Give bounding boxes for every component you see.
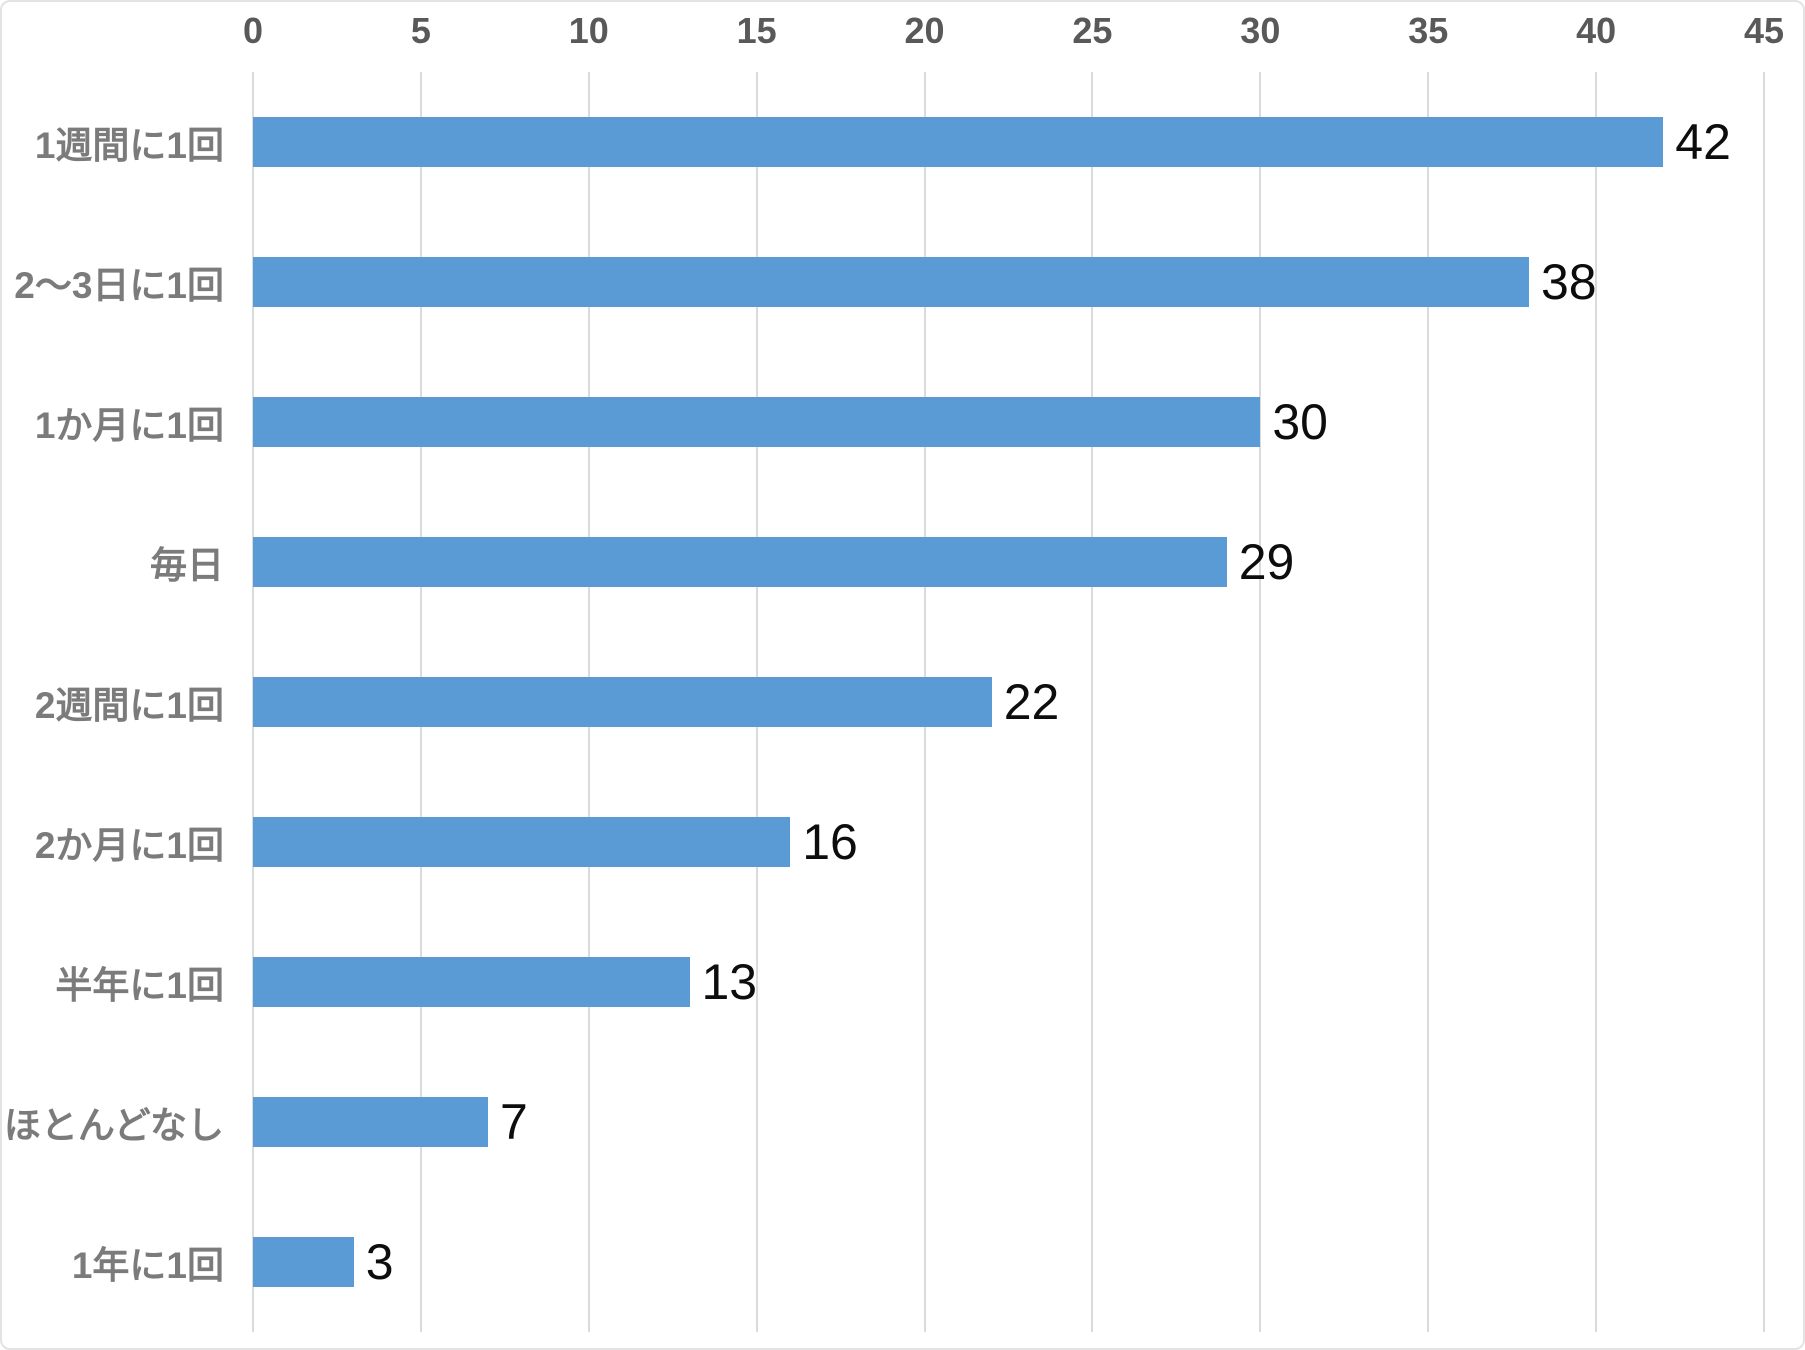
value-label: 7 <box>500 1094 528 1150</box>
category-label: 半年に1回 <box>55 965 224 1006</box>
x-tick-label: 25 <box>1072 10 1113 51</box>
x-tick-label: 20 <box>904 10 945 51</box>
category-label: ほとんどなし <box>3 1105 224 1146</box>
value-label: 38 <box>1540 254 1597 310</box>
x-tick-label: 5 <box>410 10 431 51</box>
x-tick-label: 15 <box>736 10 777 51</box>
bar <box>253 1237 354 1287</box>
bar <box>253 397 1261 447</box>
gridline <box>1595 72 1598 1332</box>
value-label: 22 <box>1003 674 1060 730</box>
category-label: 毎日 <box>150 545 224 586</box>
gridline <box>1427 72 1430 1332</box>
value-label: 13 <box>701 954 758 1010</box>
x-tick-label: 30 <box>1240 10 1281 51</box>
value-label: 29 <box>1238 534 1295 590</box>
category-label: 2～3日に1回 <box>14 265 224 306</box>
gridline <box>1091 72 1094 1332</box>
bar <box>253 537 1227 587</box>
category-label: 1か月に1回 <box>34 405 224 446</box>
bar <box>253 1097 489 1147</box>
value-label: 3 <box>365 1234 394 1290</box>
bar <box>253 117 1664 167</box>
bar <box>253 677 992 727</box>
bar <box>253 817 791 867</box>
x-tick-label: 0 <box>242 10 264 51</box>
x-tick-label: 10 <box>568 10 609 51</box>
category-label: 1週間に1回 <box>34 125 224 166</box>
bar <box>253 957 690 1007</box>
value-label: 16 <box>802 814 858 870</box>
x-tick-label: 35 <box>1408 10 1449 51</box>
x-tick-label: 40 <box>1576 10 1617 51</box>
value-label: 42 <box>1675 114 1731 170</box>
gridline <box>1763 72 1765 1332</box>
x-tick-label: 45 <box>1743 10 1785 51</box>
bar <box>253 257 1529 307</box>
category-label: 2か月に1回 <box>34 825 224 866</box>
category-label: 2週間に1回 <box>34 685 224 726</box>
gridline <box>1259 72 1262 1332</box>
category-label: 1年に1回 <box>71 1245 224 1286</box>
value-label: 30 <box>1272 394 1328 450</box>
